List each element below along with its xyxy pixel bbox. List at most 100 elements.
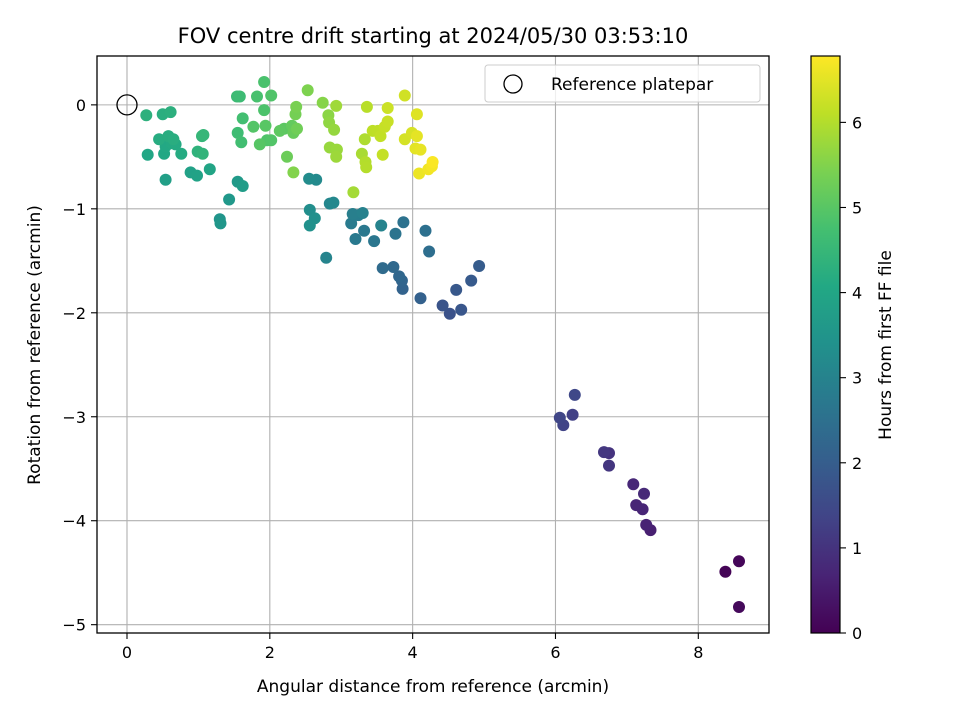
x-tick-label: 0	[122, 643, 132, 662]
data-point	[328, 123, 341, 136]
data-point	[191, 169, 203, 182]
data-point	[140, 109, 153, 122]
data-point	[630, 499, 643, 512]
data-point	[265, 89, 278, 102]
data-point	[358, 133, 371, 146]
data-point	[327, 196, 340, 209]
data-point	[164, 106, 177, 119]
data-point	[291, 122, 303, 135]
colorbar-label: Hours from first FF file	[876, 250, 896, 440]
data-point	[141, 148, 154, 161]
data-point	[393, 270, 406, 283]
colorbar-tick-label: 1	[852, 539, 862, 558]
data-point	[414, 143, 427, 156]
data-point	[410, 108, 423, 121]
data-point	[358, 224, 371, 237]
chart-title: FOV centre drift starting at 2024/05/30 …	[178, 24, 689, 48]
data-point	[214, 217, 227, 230]
data-point	[638, 487, 650, 500]
data-point	[719, 565, 732, 578]
data-point	[368, 235, 381, 248]
data-point	[553, 411, 566, 424]
data-point	[455, 303, 468, 316]
colorbar-tick-label: 6	[852, 113, 862, 132]
data-point	[167, 133, 180, 146]
data-point	[330, 99, 343, 112]
data-point	[153, 133, 166, 146]
data-point	[258, 104, 271, 117]
data-point	[473, 260, 486, 272]
data-point	[414, 292, 427, 305]
x-axis-label: Angular distance from reference (arcmin)	[257, 677, 609, 697]
plot-frame	[96, 55, 770, 634]
legend: Reference platepar	[484, 64, 761, 103]
data-point	[259, 119, 272, 132]
data-point	[376, 262, 389, 275]
colorbar-tick-label: 0	[852, 624, 862, 643]
colorbar-tick-label: 5	[852, 198, 862, 217]
data-point	[640, 518, 653, 531]
colorbar-ticks: 0 1 2 3 4 5 6	[840, 113, 862, 643]
y-tick-label: −1	[62, 200, 86, 219]
data-point	[251, 90, 263, 103]
data-point	[223, 193, 236, 206]
data-point	[175, 147, 188, 160]
y-tick-label: −2	[62, 304, 86, 323]
x-tick-label: 4	[408, 643, 418, 662]
data-point	[347, 186, 360, 199]
y-tick-label: −4	[62, 512, 86, 531]
x-axis-ticks: 0 2 4 6 8	[122, 633, 703, 662]
legend-box	[484, 64, 761, 103]
legend-reference-label: Reference platepar	[551, 75, 713, 95]
data-point	[356, 207, 369, 219]
data-point	[603, 459, 615, 472]
y-axis-label: Rotation from reference (arcmin)	[25, 205, 45, 485]
data-point	[236, 112, 249, 125]
data-point	[426, 156, 439, 168]
data-point	[197, 129, 210, 141]
data-point	[733, 601, 745, 613]
x-tick-label: 8	[693, 643, 703, 662]
data-point	[413, 167, 426, 180]
data-point	[235, 136, 248, 149]
colorbar-tick-label: 3	[852, 369, 862, 388]
data-point	[330, 150, 343, 163]
data-point	[233, 90, 246, 103]
data-point	[398, 89, 411, 102]
colorbar-tick-label: 2	[852, 454, 862, 473]
data-point	[627, 478, 640, 491]
legend-reference-marker	[503, 74, 523, 94]
data-point	[387, 261, 400, 273]
data-point	[410, 130, 423, 143]
data-point	[443, 307, 456, 320]
reference-marker-layer	[116, 94, 138, 116]
data-point	[203, 163, 216, 176]
data-point	[450, 283, 463, 296]
x-tick-label: 2	[265, 643, 275, 662]
y-tick-label: −5	[62, 616, 86, 635]
data-point	[265, 134, 278, 147]
data-point	[316, 96, 329, 109]
data-point	[159, 173, 172, 186]
data-point	[733, 555, 745, 568]
data-point	[236, 180, 249, 192]
y-tick-label: −3	[62, 408, 86, 427]
data-point	[375, 219, 388, 232]
data-point	[345, 217, 358, 230]
data-point	[346, 208, 359, 220]
data-point	[360, 100, 373, 113]
data-point	[381, 102, 394, 114]
data-point	[196, 147, 209, 160]
reference-marker	[116, 94, 138, 116]
x-tick-label: 6	[550, 643, 560, 662]
data-point	[436, 299, 449, 312]
data-point	[349, 233, 362, 245]
data-point	[566, 408, 579, 421]
colorbar: 0 1 2 3 4 5 6 Hours from first FF file	[810, 55, 896, 643]
data-point	[247, 120, 260, 133]
data-point	[281, 150, 293, 163]
data-point	[253, 138, 266, 151]
data-point	[320, 251, 333, 264]
data-point	[423, 245, 436, 258]
